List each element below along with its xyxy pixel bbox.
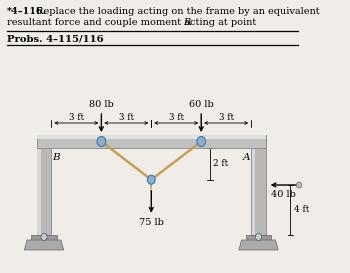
Bar xyxy=(37,135,266,139)
Bar xyxy=(251,135,266,235)
Circle shape xyxy=(41,233,47,241)
Bar xyxy=(37,135,266,148)
Text: 40 lb: 40 lb xyxy=(271,190,296,199)
Text: 3 ft: 3 ft xyxy=(219,113,234,122)
Text: .: . xyxy=(188,18,191,27)
Text: A: A xyxy=(243,153,250,162)
Text: *4–116.: *4–116. xyxy=(7,7,47,16)
Circle shape xyxy=(147,175,155,184)
Text: 75 lb: 75 lb xyxy=(139,218,164,227)
Bar xyxy=(246,235,271,240)
Text: 2 ft: 2 ft xyxy=(214,159,229,168)
Circle shape xyxy=(197,136,205,147)
Text: Replace the loading acting on the frame by an equivalent: Replace the loading acting on the frame … xyxy=(33,7,320,16)
Text: 60 lb: 60 lb xyxy=(189,100,214,109)
Bar xyxy=(37,135,41,235)
Text: 3 ft: 3 ft xyxy=(119,113,134,122)
Circle shape xyxy=(296,182,302,188)
Text: 80 lb: 80 lb xyxy=(89,100,114,109)
Bar xyxy=(32,235,57,240)
Text: 4 ft: 4 ft xyxy=(294,206,309,215)
Text: 3 ft: 3 ft xyxy=(169,113,184,122)
Text: B: B xyxy=(52,153,60,162)
Text: resultant force and couple moment acting at point: resultant force and couple moment acting… xyxy=(7,18,259,27)
Text: 3 ft: 3 ft xyxy=(69,113,84,122)
Bar xyxy=(252,135,256,235)
Text: B: B xyxy=(183,18,190,27)
Polygon shape xyxy=(25,240,64,250)
Circle shape xyxy=(97,136,106,147)
Circle shape xyxy=(256,233,261,241)
Bar xyxy=(37,135,51,235)
Text: Probs. 4–115/116: Probs. 4–115/116 xyxy=(7,34,104,43)
Polygon shape xyxy=(239,240,278,250)
